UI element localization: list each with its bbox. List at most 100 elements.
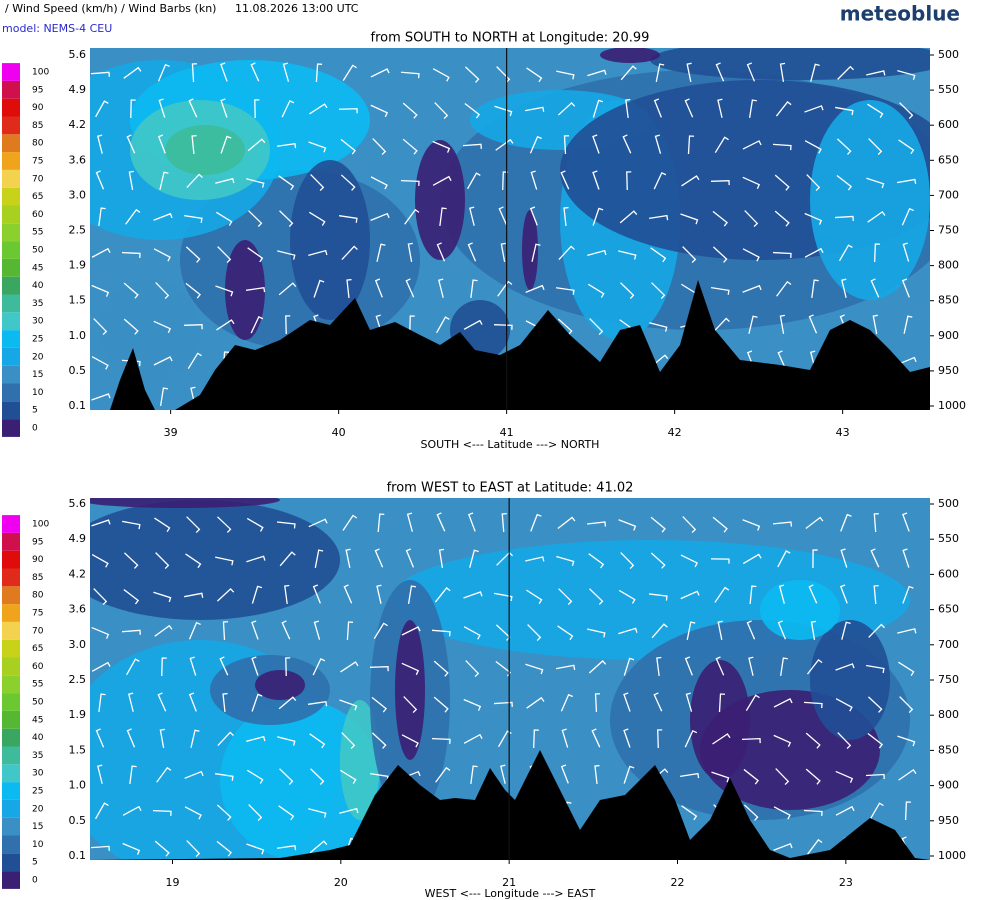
wind-barb bbox=[529, 206, 538, 226]
wind-barb bbox=[470, 765, 478, 785]
pressure-tick-label: 550 bbox=[938, 532, 959, 545]
wind-barb bbox=[623, 692, 631, 712]
legend-swatch bbox=[2, 276, 20, 295]
wind-barb bbox=[370, 68, 390, 78]
wind-barb bbox=[126, 658, 140, 676]
legend-label: 70 bbox=[32, 174, 44, 184]
legend-swatch bbox=[2, 401, 20, 420]
wind-barb bbox=[95, 170, 105, 190]
wind-barb bbox=[312, 657, 326, 676]
wind-field-region bbox=[90, 498, 280, 508]
wind-barb bbox=[246, 517, 264, 532]
wind-barb bbox=[718, 693, 726, 713]
wind-field-region bbox=[810, 100, 930, 300]
wind-barb bbox=[276, 143, 297, 149]
wind-barb bbox=[526, 696, 545, 709]
wind-barb bbox=[159, 728, 165, 748]
wind-barb bbox=[686, 62, 692, 82]
legend-swatch bbox=[2, 63, 20, 81]
wind-barb bbox=[371, 732, 387, 749]
wind-barb bbox=[130, 99, 136, 119]
wind-barb bbox=[465, 660, 480, 678]
wind-barb bbox=[281, 620, 291, 640]
wind-barb bbox=[897, 735, 916, 747]
legend-swatch bbox=[2, 835, 20, 854]
wind-barb bbox=[248, 210, 263, 227]
wind-barb bbox=[184, 215, 203, 223]
wind-barb bbox=[748, 315, 758, 334]
wind-barb bbox=[500, 242, 506, 262]
wind-barb bbox=[835, 106, 854, 116]
legend-label: 85 bbox=[32, 573, 43, 583]
wind-barb bbox=[681, 175, 700, 187]
wind-barb bbox=[439, 207, 447, 227]
legend-label: 70 bbox=[32, 626, 44, 636]
wind-barb bbox=[371, 696, 387, 713]
wind-barb bbox=[463, 698, 482, 711]
wind-barb bbox=[805, 732, 821, 749]
wind-barb bbox=[560, 693, 573, 712]
wind-barb bbox=[407, 585, 416, 604]
height-tick-label: 4.2 bbox=[69, 567, 87, 580]
wind-barb bbox=[401, 734, 419, 748]
wind-barb bbox=[650, 552, 666, 569]
wind-barb bbox=[835, 698, 853, 712]
wind-barb bbox=[405, 548, 415, 568]
wind-barb bbox=[339, 769, 357, 784]
wind-barb bbox=[897, 69, 916, 80]
wind-barb bbox=[810, 63, 820, 82]
panel-title: from SOUTH to NORTH at Longitude: 20.99 bbox=[371, 31, 650, 46]
pressure-tick-label: 1000 bbox=[938, 849, 966, 862]
wind-barb bbox=[434, 587, 451, 603]
wind-barb bbox=[742, 553, 762, 565]
wind-barb bbox=[438, 278, 444, 298]
legend-swatch bbox=[2, 710, 20, 729]
wind-barb bbox=[808, 584, 818, 604]
wind-barb bbox=[873, 513, 879, 533]
wind-barb bbox=[623, 728, 631, 748]
wind-barb bbox=[339, 215, 358, 223]
wind-barb bbox=[186, 840, 201, 858]
wind-barb bbox=[867, 696, 883, 713]
wind-barb bbox=[191, 134, 197, 155]
wind-barb bbox=[190, 729, 200, 748]
wind-barb bbox=[343, 584, 353, 604]
x-axis-label: SOUTH <--- Latitude ---> NORTH bbox=[421, 438, 600, 451]
wind-barb bbox=[680, 772, 700, 779]
legend-label: 0 bbox=[32, 876, 38, 886]
legend-swatch bbox=[2, 693, 20, 711]
wind-barb bbox=[433, 696, 449, 713]
wind-barb bbox=[433, 660, 449, 677]
wind-barb bbox=[158, 98, 166, 118]
wind-field-region bbox=[690, 660, 750, 780]
wind-barb bbox=[865, 773, 885, 780]
wind-barb bbox=[527, 624, 542, 642]
wind-barb bbox=[91, 247, 111, 258]
wind-barb bbox=[500, 764, 506, 784]
legend-label: 20 bbox=[32, 804, 44, 814]
legend-swatch bbox=[2, 116, 20, 135]
wind-barb bbox=[779, 314, 785, 334]
wind-field-region bbox=[255, 670, 305, 700]
wind-barb bbox=[773, 734, 792, 748]
wind-barb bbox=[715, 656, 725, 676]
wind-barb bbox=[98, 693, 106, 713]
brand-logo[interactable]: meteoblue bbox=[840, 2, 960, 26]
wind-barb bbox=[123, 318, 139, 335]
wind-barb bbox=[773, 698, 793, 708]
legend-swatch bbox=[2, 782, 20, 800]
height-tick-label: 1.9 bbox=[69, 259, 87, 272]
wind-barb bbox=[215, 556, 234, 566]
legend-swatch bbox=[2, 817, 20, 836]
wind-barb bbox=[370, 104, 389, 118]
wind-barb bbox=[556, 664, 576, 670]
wind-barb bbox=[653, 171, 667, 190]
wind-barb bbox=[904, 801, 911, 821]
wind-barb bbox=[374, 548, 384, 568]
legend-label: 80 bbox=[32, 591, 44, 601]
wind-barb bbox=[651, 623, 668, 639]
wind-barb bbox=[216, 840, 232, 857]
legend-swatch bbox=[2, 657, 20, 676]
wind-barb bbox=[868, 138, 883, 156]
wind-barb bbox=[839, 584, 848, 604]
